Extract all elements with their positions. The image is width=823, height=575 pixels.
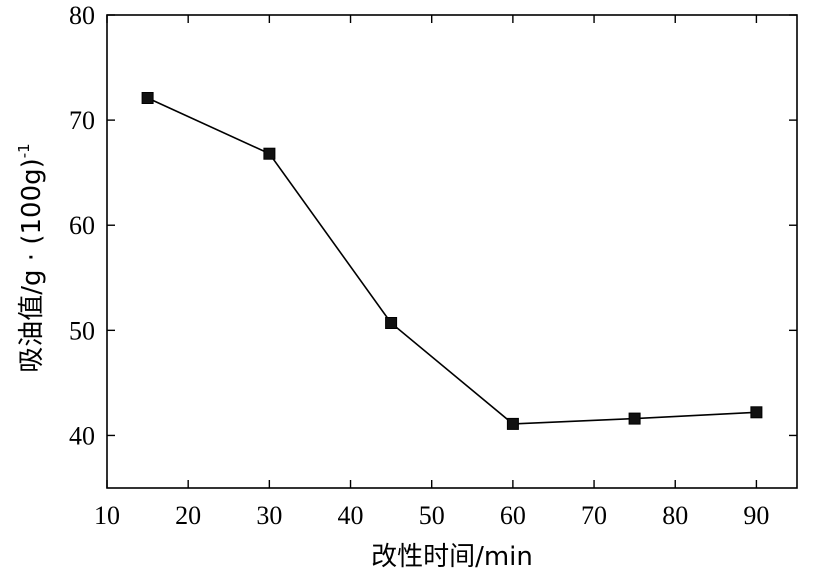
x-tick-label: 10 — [94, 501, 120, 530]
y-tick-label: 40 — [69, 421, 95, 450]
data-point-marker — [141, 92, 154, 104]
x-tick-label: 40 — [338, 501, 364, 530]
y-axis-title-superscript: -1 — [15, 143, 33, 158]
data-point-marker — [750, 406, 763, 419]
x-tick-label: 50 — [419, 501, 445, 530]
x-tick-label: 80 — [662, 501, 688, 530]
data-point-marker — [506, 417, 519, 430]
y-tick-label: 60 — [69, 211, 95, 240]
y-axis-title-main: 吸油值/g · (100g) — [17, 158, 47, 372]
plot-frame — [106, 14, 798, 489]
series-markers — [141, 92, 763, 430]
y-tick-label: 80 — [69, 1, 95, 30]
y-tick-label: 70 — [69, 106, 95, 135]
data-point-marker — [628, 412, 641, 425]
x-tick-label: 20 — [175, 501, 201, 530]
y-axis: 40 50 60 70 80 — [69, 1, 797, 450]
x-tick-label: 30 — [256, 501, 282, 530]
series-line — [147, 97, 757, 425]
y-axis-title: 吸油值/g · (100g)-1 — [15, 143, 47, 372]
data-point-marker — [385, 317, 398, 329]
data-point-marker — [263, 147, 276, 160]
x-axis-title: 改性时间/min — [371, 542, 533, 572]
x-tick-label: 60 — [500, 501, 526, 530]
y-tick-label: 50 — [69, 316, 95, 345]
y-axis-title-group: 吸油值/g · (100g)-1 — [15, 143, 47, 372]
x-tick-label: 90 — [743, 501, 769, 530]
x-axis: 10 20 30 40 50 60 70 80 90 — [94, 15, 769, 530]
x-tick-label: 70 — [581, 501, 607, 530]
